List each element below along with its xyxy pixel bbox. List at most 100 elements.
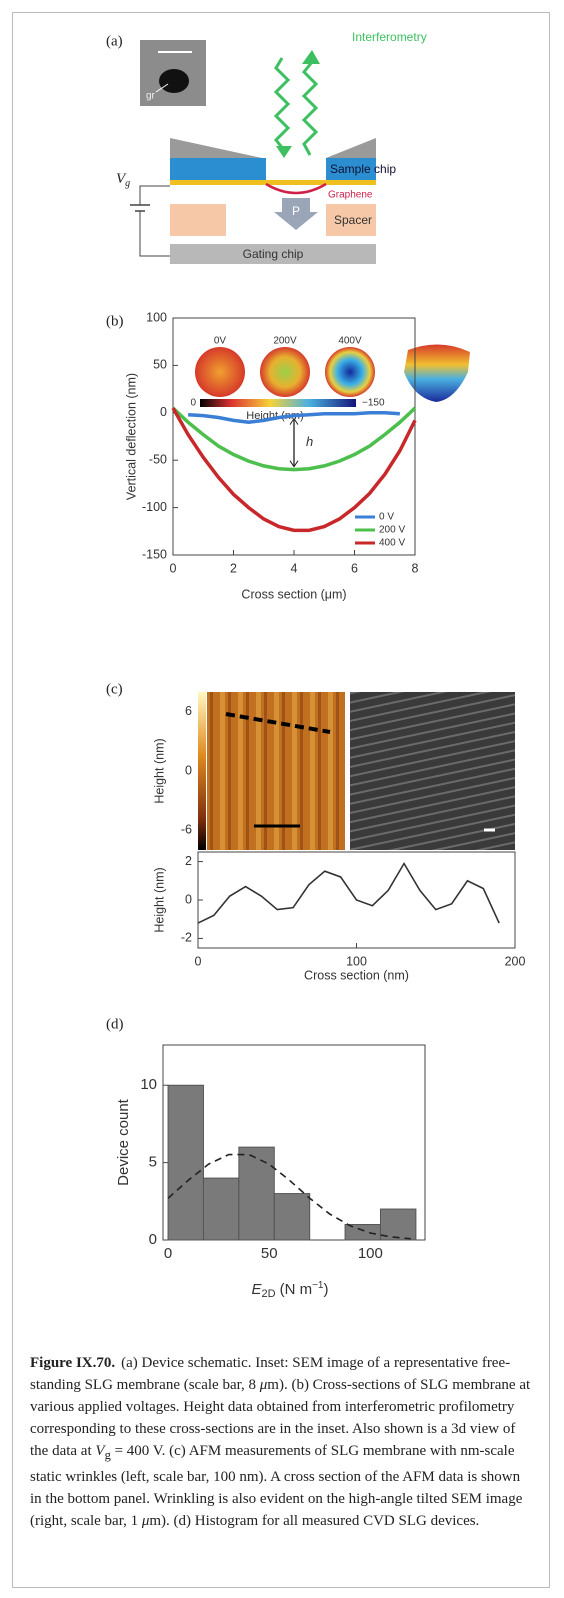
x-label-subscript: 2D — [262, 1288, 276, 1300]
colorbar-tick-label: -6 — [181, 823, 192, 837]
x-tick-label: 50 — [261, 1245, 278, 1262]
x-tick-label: 2 — [230, 561, 237, 575]
afm-images — [198, 692, 515, 850]
caption: Figure IX.70. (a) Device schematic. Inset… — [30, 1352, 535, 1532]
graphene — [265, 182, 327, 195]
inset-label: gr — [146, 91, 156, 102]
gating-chip-label: Gating chip — [243, 247, 304, 261]
x-label-superscript: −1 — [312, 1280, 324, 1291]
colorbar-tick-label: 0 — [190, 398, 196, 409]
schematic: (a) gr Interferometry Sample chip Graphe… — [106, 30, 427, 264]
adhesion-layer — [170, 180, 376, 185]
caption-text: (a) Device schematic. Inset: SEM image o… — [30, 1355, 511, 1393]
sample-chip — [170, 158, 266, 180]
panel-label: (b) — [106, 313, 124, 329]
x-label-close: ) — [323, 1281, 328, 1298]
arrow-head — [302, 50, 320, 64]
caption-text: m). (b) Cross-sections of SLG membrane a… — [30, 1377, 531, 1459]
y-tick-label: 0 — [160, 405, 167, 419]
panel-label: (c) — [106, 681, 123, 697]
spacer-label: Spacer — [334, 213, 372, 227]
pressure-arrow — [274, 198, 318, 230]
y-axis-label: Height (nm) — [152, 867, 166, 932]
y-tick-label: 100 — [146, 310, 167, 324]
data-line — [171, 406, 417, 472]
panel-label: (a) — [106, 33, 123, 49]
bowl-3d — [404, 344, 470, 402]
legend-label: 0 V — [379, 512, 394, 523]
colorbar-tick-label: −150 — [362, 398, 385, 409]
caption-subscript: g — [104, 1448, 111, 1462]
y-tick-label: -100 — [142, 500, 167, 514]
bar — [202, 1177, 240, 1241]
x-tick-label: 0 — [170, 561, 177, 575]
panel-label: (d) — [106, 1016, 124, 1032]
gating-chip — [170, 244, 376, 264]
hole — [159, 69, 189, 93]
colorbar — [198, 692, 206, 850]
voltage-label: Vg — [116, 171, 130, 189]
inset-label: 0V — [214, 336, 227, 347]
inset-label: 200V — [273, 336, 297, 347]
fit-line — [167, 1153, 411, 1240]
height-map — [195, 347, 245, 397]
profile-line — [225, 712, 331, 734]
x-label-unit: (N m — [280, 1281, 313, 1298]
data-line — [197, 861, 500, 924]
y-axis-label: Vertical deflection (nm) — [124, 373, 138, 500]
x-label-symbol: E — [252, 1281, 263, 1298]
x-tick-label: 6 — [351, 561, 358, 575]
bar — [167, 1084, 204, 1241]
x-tick-label: 100 — [346, 954, 367, 968]
bar — [238, 1146, 275, 1241]
caption-label: Figure IX.70. — [30, 1355, 116, 1371]
figure: (a) gr Interferometry Sample chip Graphe… — [106, 30, 526, 1300]
pressure-label: P — [292, 204, 300, 218]
y-tick-label: 10 — [140, 1076, 157, 1093]
x-tick-label: 4 — [291, 561, 298, 575]
y-tick-label: -150 — [142, 547, 167, 561]
caption-text: m). (d) Histogram for all measured CVD S… — [149, 1513, 480, 1529]
graphene-label: Graphene — [328, 190, 373, 201]
inset-label: 400V — [338, 336, 362, 347]
y-tick-label: 50 — [153, 358, 167, 372]
y-tick-label: 0 — [185, 892, 192, 906]
x-tick-label: 200 — [505, 954, 526, 968]
image-y-label: Height (nm) — [152, 738, 166, 803]
wave-down — [273, 57, 291, 151]
sample-chip-label: Sample chip — [330, 162, 396, 176]
spacer — [326, 204, 376, 236]
x-tick-label: 8 — [412, 561, 419, 575]
y-tick-label: 2 — [185, 854, 192, 868]
caption-symbol: μ — [141, 1513, 150, 1529]
voltage-subscript: g — [125, 178, 130, 189]
colorbar-tick-label: 6 — [185, 704, 192, 718]
interferometry-label: Interferometry — [352, 30, 427, 44]
x-axis-label: E2D (N m−1) — [252, 1280, 329, 1300]
colorbar — [200, 399, 356, 407]
spacer — [170, 204, 226, 236]
height-map — [260, 347, 310, 397]
y-tick-label: -2 — [181, 931, 192, 945]
caption-symbol: μ — [259, 1377, 268, 1393]
sample-chip — [326, 158, 376, 180]
sem-image — [350, 692, 515, 850]
figure-frame — [12, 12, 550, 1588]
colorbar-tick-label: 0 — [185, 763, 192, 777]
colorbar-label: Height (nm) — [246, 410, 303, 422]
y-axis-label: Device count — [115, 1098, 132, 1186]
legend-label: 400 V — [379, 538, 405, 549]
annotation: h — [306, 434, 313, 449]
x-tick-label: 0 — [164, 1245, 172, 1262]
legend-label: 200 V — [379, 525, 405, 536]
caption-symbol: V — [95, 1443, 105, 1459]
afm-image — [207, 692, 345, 850]
y-tick-label: -50 — [149, 452, 167, 466]
height-maps: Height (nm) — [195, 344, 470, 422]
x-tick-label: 100 — [358, 1245, 383, 1262]
voltage-symbol: V — [116, 171, 127, 187]
wire — [139, 211, 170, 257]
data-line — [188, 411, 400, 425]
chip-slope — [326, 138, 376, 158]
